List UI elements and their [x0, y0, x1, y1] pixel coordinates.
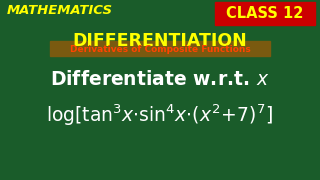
Text: Derivatives of Composite Functions: Derivatives of Composite Functions — [70, 44, 250, 53]
Text: DIFFERENTIATION: DIFFERENTIATION — [73, 32, 247, 50]
Text: MATHEMATICS: MATHEMATICS — [7, 4, 113, 17]
Text: Differentiate w.r.t. $x$: Differentiate w.r.t. $x$ — [50, 70, 270, 89]
Text: CLASS 12: CLASS 12 — [226, 6, 304, 21]
Text: $\log[\tan^3\!x{\cdot}\sin^4\!x{\cdot}(x^2\!+\!7)^7]$: $\log[\tan^3\!x{\cdot}\sin^4\!x{\cdot}(x… — [46, 102, 274, 127]
FancyBboxPatch shape — [215, 2, 315, 25]
FancyBboxPatch shape — [50, 41, 270, 56]
